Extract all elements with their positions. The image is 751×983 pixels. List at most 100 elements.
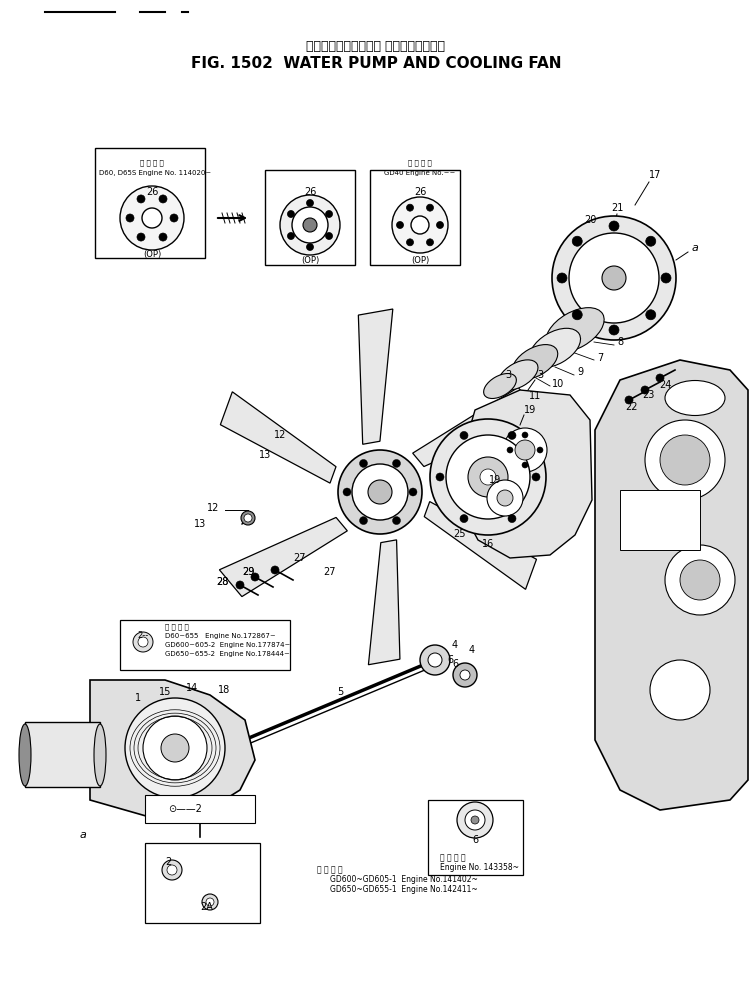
Text: ⊙——2: ⊙——2 (168, 804, 202, 814)
Circle shape (411, 216, 429, 234)
Circle shape (325, 210, 333, 217)
Text: 4: 4 (452, 640, 458, 650)
Text: 合 計 番 号: 合 計 番 号 (440, 853, 466, 862)
Circle shape (487, 480, 523, 516)
Text: 7: 7 (597, 353, 603, 363)
Text: 18: 18 (218, 685, 230, 695)
Ellipse shape (665, 380, 725, 416)
Text: 6: 6 (472, 835, 478, 845)
Text: 11: 11 (529, 391, 541, 401)
Circle shape (460, 432, 468, 439)
Polygon shape (462, 390, 592, 558)
Text: 26: 26 (146, 187, 158, 197)
Circle shape (397, 221, 403, 228)
Bar (428, 800, 523, 875)
Circle shape (251, 573, 259, 581)
Ellipse shape (484, 374, 517, 398)
Circle shape (360, 459, 367, 468)
Bar (620, 490, 700, 550)
Circle shape (288, 233, 294, 240)
Text: a: a (80, 830, 86, 840)
Text: 4: 4 (469, 645, 475, 655)
Circle shape (427, 204, 433, 211)
Text: 12: 12 (207, 503, 219, 513)
Text: 27: 27 (324, 567, 336, 577)
Circle shape (480, 469, 496, 485)
Circle shape (368, 480, 392, 504)
Circle shape (515, 440, 535, 460)
Text: 28: 28 (216, 577, 228, 587)
Ellipse shape (94, 724, 106, 786)
Circle shape (427, 239, 433, 246)
Bar (95, 148, 205, 258)
Circle shape (325, 233, 333, 240)
Text: GD650~GD655-1  Engine No.142411~: GD650~GD655-1 Engine No.142411~ (330, 886, 478, 895)
Circle shape (508, 432, 516, 439)
Circle shape (572, 310, 582, 319)
Circle shape (665, 545, 735, 615)
Text: 6: 6 (447, 655, 453, 665)
Circle shape (646, 310, 656, 319)
Circle shape (641, 386, 649, 394)
Circle shape (142, 208, 162, 228)
Circle shape (508, 514, 516, 523)
Polygon shape (424, 501, 536, 590)
Circle shape (557, 273, 567, 283)
Circle shape (446, 435, 530, 519)
Circle shape (660, 435, 710, 485)
Circle shape (338, 450, 422, 534)
Circle shape (202, 894, 218, 910)
Polygon shape (413, 387, 541, 467)
Circle shape (393, 459, 400, 468)
Ellipse shape (546, 308, 604, 352)
Circle shape (406, 204, 414, 211)
Text: 12: 12 (274, 430, 286, 440)
Bar (370, 170, 460, 265)
Circle shape (468, 457, 508, 497)
Circle shape (120, 186, 184, 250)
Circle shape (126, 214, 134, 222)
Text: a: a (692, 243, 698, 253)
Text: 16: 16 (482, 539, 494, 549)
Circle shape (680, 560, 720, 600)
Circle shape (306, 244, 313, 251)
Text: 25: 25 (454, 529, 466, 539)
Circle shape (428, 653, 442, 667)
Circle shape (280, 195, 340, 255)
Text: 14: 14 (186, 683, 198, 693)
Circle shape (170, 214, 178, 222)
Text: 13: 13 (259, 450, 271, 460)
Circle shape (137, 195, 145, 202)
Bar (265, 170, 355, 265)
Text: GD650~655-2  Engine No.178444~: GD650~655-2 Engine No.178444~ (165, 651, 290, 657)
Text: 2A: 2A (201, 902, 213, 912)
Circle shape (457, 802, 493, 838)
Text: GD40 Engine No.~~: GD40 Engine No.~~ (385, 170, 456, 176)
Circle shape (244, 514, 252, 522)
Circle shape (503, 428, 547, 472)
Text: 1: 1 (135, 693, 141, 703)
Text: 19: 19 (524, 405, 536, 415)
Circle shape (497, 490, 513, 506)
Polygon shape (219, 517, 347, 597)
Text: D60~655   Engine No.172867~: D60~655 Engine No.172867~ (165, 633, 276, 639)
Circle shape (303, 218, 317, 232)
Circle shape (343, 488, 351, 496)
Bar (145, 795, 255, 823)
Circle shape (430, 419, 546, 535)
Bar (120, 620, 290, 670)
Circle shape (572, 236, 582, 246)
Circle shape (522, 432, 528, 438)
Circle shape (645, 420, 725, 500)
Circle shape (162, 860, 182, 880)
Text: 22: 22 (626, 402, 638, 412)
Circle shape (206, 898, 214, 906)
Text: 5: 5 (337, 687, 343, 697)
Circle shape (436, 221, 444, 228)
Circle shape (656, 374, 664, 382)
Circle shape (292, 207, 328, 243)
Text: 13: 13 (194, 519, 206, 529)
Text: 29: 29 (242, 567, 254, 577)
Text: (OP): (OP) (143, 251, 161, 260)
Circle shape (661, 273, 671, 283)
